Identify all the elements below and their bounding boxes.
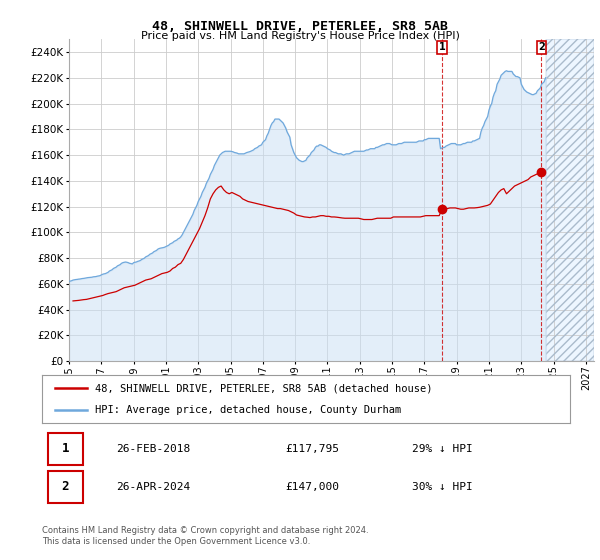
Text: Price paid vs. HM Land Registry's House Price Index (HPI): Price paid vs. HM Land Registry's House …: [140, 31, 460, 41]
Text: 48, SHINWELL DRIVE, PETERLEE, SR8 5AB: 48, SHINWELL DRIVE, PETERLEE, SR8 5AB: [152, 20, 448, 32]
Bar: [545, 39, 594, 361]
Text: 26-APR-2024: 26-APR-2024: [116, 482, 190, 492]
Text: HPI: Average price, detached house, County Durham: HPI: Average price, detached house, Coun…: [95, 405, 401, 415]
Text: £117,795: £117,795: [285, 444, 339, 454]
Text: 29% ↓ HPI: 29% ↓ HPI: [412, 444, 472, 454]
Text: £147,000: £147,000: [285, 482, 339, 492]
Bar: [545, 39, 594, 361]
Text: 2: 2: [538, 43, 545, 53]
Text: 1: 1: [439, 43, 445, 53]
Text: 48, SHINWELL DRIVE, PETERLEE, SR8 5AB (detached house): 48, SHINWELL DRIVE, PETERLEE, SR8 5AB (d…: [95, 383, 432, 393]
FancyBboxPatch shape: [49, 470, 83, 503]
Text: Contains HM Land Registry data © Crown copyright and database right 2024.
This d: Contains HM Land Registry data © Crown c…: [42, 526, 368, 546]
Text: 26-FEB-2018: 26-FEB-2018: [116, 444, 190, 454]
Text: 1: 1: [61, 442, 69, 455]
Text: 2: 2: [61, 480, 69, 493]
Text: 30% ↓ HPI: 30% ↓ HPI: [412, 482, 472, 492]
FancyBboxPatch shape: [49, 432, 83, 465]
